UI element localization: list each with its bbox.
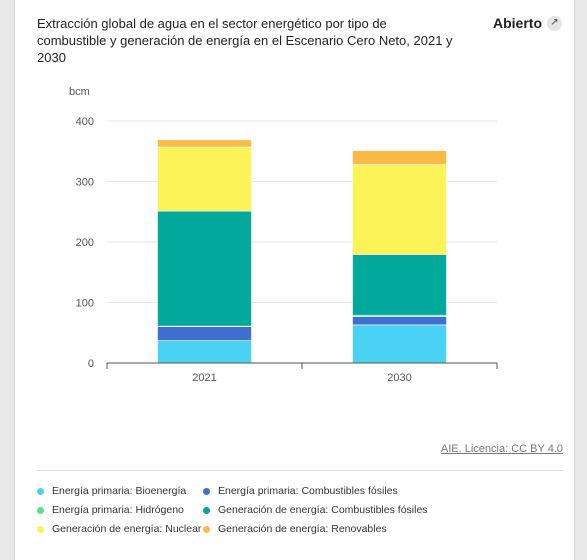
y-tick-label: 0 xyxy=(88,358,94,370)
legend-label: Generación de energía: Nuclear xyxy=(52,523,202,535)
open-button[interactable]: Abierto ↗ xyxy=(493,15,562,31)
bar-segment[interactable] xyxy=(157,340,252,364)
x-tick-label: 2030 xyxy=(387,372,411,384)
legend-swatch xyxy=(37,506,44,514)
bar-segment[interactable] xyxy=(157,210,252,327)
x-tick-label: 2021 xyxy=(192,372,216,384)
bars xyxy=(157,139,447,364)
legend-item[interactable]: Generación de energía: Nuclear xyxy=(37,523,201,535)
bar-segment[interactable] xyxy=(352,324,447,364)
legend-swatch xyxy=(203,525,210,533)
legend-item[interactable]: Generación de energía: Renovables xyxy=(203,523,387,535)
legend-label: Energía primaria: Bioenergía xyxy=(52,485,187,497)
chart-title: Extracción global de agua en el sector e… xyxy=(37,16,453,65)
bar-segment[interactable] xyxy=(157,146,252,212)
y-tick-label: 200 xyxy=(76,237,94,249)
bar-segment[interactable] xyxy=(352,150,447,165)
legend-swatch xyxy=(37,487,44,495)
legend-label: Generación de energía: Combustibles fósi… xyxy=(218,504,428,516)
legend-swatch xyxy=(37,525,44,533)
legend-swatch xyxy=(203,506,210,514)
y-axis-label: bcm xyxy=(69,86,90,98)
legend-item[interactable]: Energía primaria: Hidrógeno xyxy=(37,504,184,516)
source-license-link[interactable]: AIE. Licencia: CC BY 4.0 xyxy=(440,443,563,455)
chart-card: Extracción global de agua en el sector e… xyxy=(14,0,575,560)
legend-label: Generación de energía: Renovables xyxy=(218,523,387,535)
y-tick-label: 400 xyxy=(76,116,94,128)
y-tick-label: 100 xyxy=(76,298,94,310)
axes: 0 100 200 300 400 2021 2030 xyxy=(76,116,498,384)
legend-swatch xyxy=(203,487,210,495)
bar-segment[interactable] xyxy=(352,316,447,326)
legend-item[interactable]: Generación de energía: Combustibles fósi… xyxy=(203,504,428,516)
bar-segment[interactable] xyxy=(157,139,252,148)
legend-item[interactable]: Energía primaria: Bioenergía xyxy=(37,485,186,497)
stacked-bar-chart: 0 100 200 300 400 2021 2030 bcm xyxy=(69,86,498,384)
external-link-icon: ↗ xyxy=(547,15,562,31)
legend-item[interactable]: Energía primaria: Combustibles fósiles xyxy=(203,485,398,497)
legend-label: Energía primaria: Combustibles fósiles xyxy=(218,485,398,497)
bar-segment[interactable] xyxy=(352,164,447,256)
legend-divider xyxy=(37,470,563,471)
open-label: Abierto xyxy=(493,15,542,31)
legend-label: Energía primaria: Hidrógeno xyxy=(52,504,184,516)
y-tick-label: 300 xyxy=(76,177,94,189)
bar-segment[interactable] xyxy=(352,254,447,316)
bar-segment[interactable] xyxy=(157,326,252,341)
